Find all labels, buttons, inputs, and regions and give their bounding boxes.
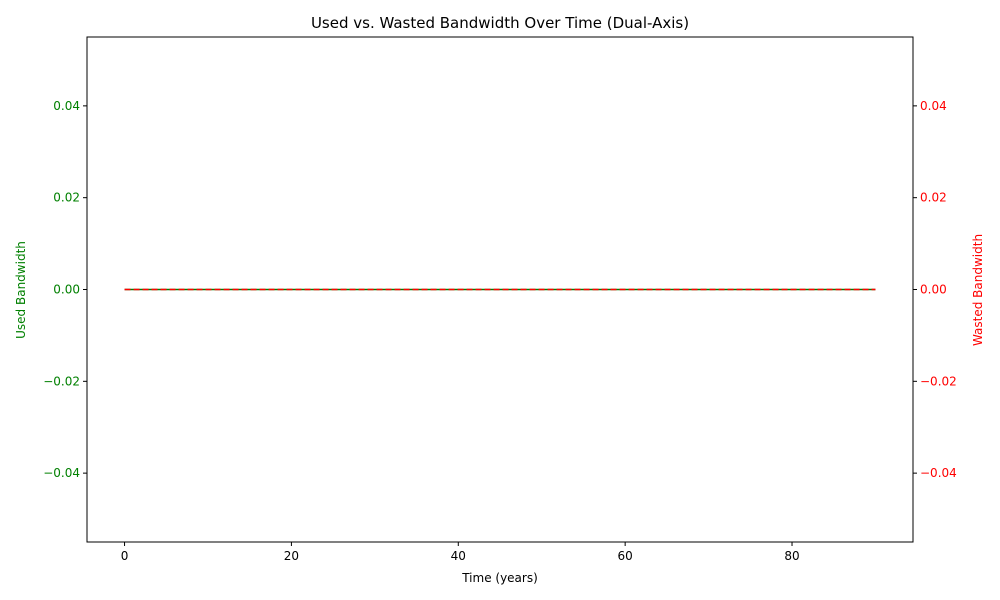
right-y-tick-label: −0.02: [920, 374, 957, 388]
right-y-tick-label: 0.02: [920, 191, 947, 205]
x-tick-label: 80: [784, 549, 799, 563]
x-tick-label: 40: [451, 549, 466, 563]
right-y-axis-ticks: −0.04 −0.02 0.00 0.02 0.04: [913, 99, 957, 480]
left-y-tick-label: −0.02: [43, 374, 80, 388]
right-y-tick-label: −0.04: [920, 466, 957, 480]
x-tick-label: 20: [284, 549, 299, 563]
left-y-axis-ticks: −0.04 −0.02 0.00 0.02 0.04: [43, 99, 87, 480]
x-axis-title: Time (years): [461, 571, 538, 585]
chart-title: Used vs. Wasted Bandwidth Over Time (Dua…: [311, 14, 689, 32]
right-y-tick-label: 0.04: [920, 99, 947, 113]
left-y-axis-title: Used Bandwidth: [14, 241, 28, 339]
left-y-tick-label: 0.04: [53, 99, 80, 113]
right-y-axis-title: Wasted Bandwidth: [971, 234, 985, 346]
x-tick-label: 0: [121, 549, 129, 563]
x-tick-label: 60: [618, 549, 633, 563]
x-axis-ticks: 0 20 40 60 80: [121, 542, 800, 563]
left-y-tick-label: −0.04: [43, 466, 80, 480]
left-y-tick-label: 0.00: [53, 283, 80, 297]
right-y-tick-label: 0.00: [920, 283, 947, 297]
left-y-tick-label: 0.02: [53, 191, 80, 205]
